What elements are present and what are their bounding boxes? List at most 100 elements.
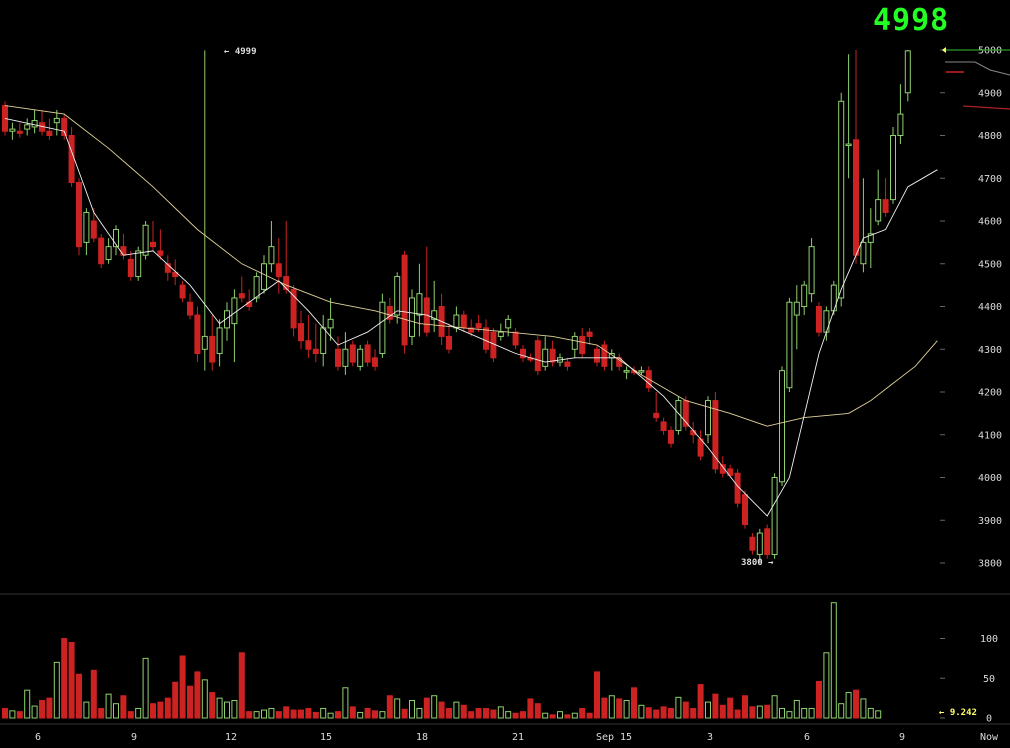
price-tick-label: 4200	[978, 388, 1002, 399]
candle-body	[9, 128, 16, 132]
candle-body	[838, 100, 845, 299]
volume-bar	[453, 701, 460, 719]
volume-bar	[875, 710, 882, 719]
volume-bar	[24, 689, 31, 719]
volume-bar	[483, 707, 489, 719]
candle-body	[764, 528, 771, 555]
candle-body	[61, 117, 68, 137]
candle-body	[305, 340, 312, 350]
volume-bar	[342, 687, 349, 719]
candle-body	[90, 220, 97, 239]
candle-body	[253, 276, 260, 299]
volume-bar	[860, 698, 867, 719]
volume-bar	[793, 700, 800, 719]
volume-bar	[631, 687, 637, 719]
volume-bar	[808, 707, 815, 719]
volume-bar	[409, 700, 415, 719]
volume-bar	[349, 706, 356, 719]
candle-body	[246, 301, 253, 308]
volume-bar	[261, 709, 267, 719]
volume-bar	[275, 711, 282, 719]
volume-bar	[231, 700, 238, 719]
candle-body	[298, 323, 304, 342]
volume-bar	[76, 673, 82, 719]
volume-bar	[320, 707, 327, 719]
volume-bar	[120, 695, 127, 719]
volume-bar	[9, 710, 16, 719]
candle-body	[135, 250, 142, 278]
volume-bar	[786, 711, 793, 719]
candle-body	[105, 246, 112, 260]
volume-bar	[416, 707, 423, 719]
annotations-layer: ← 4999 3800 → ← 9.242	[224, 47, 977, 718]
price-tick-label: 4100	[978, 430, 1002, 441]
candle-body	[113, 229, 119, 248]
volume-bar	[475, 707, 482, 719]
price-axis: 5000 4900 4800 4700 4600 4500 4400 4300 4200 4100…	[940, 46, 1010, 570]
candle-body	[31, 120, 38, 128]
volume-tick-label: 0	[986, 714, 992, 725]
candle-body	[342, 348, 349, 367]
candle-body	[705, 400, 711, 436]
candle-body	[401, 254, 408, 346]
candle-body	[460, 314, 467, 329]
candle-body	[816, 306, 822, 333]
volume-bar	[505, 711, 512, 719]
volume-bar	[431, 695, 438, 719]
volume-bar	[83, 701, 90, 719]
candle-body	[564, 361, 571, 367]
volume-bar	[364, 707, 371, 719]
time-tick-label: 9	[899, 732, 905, 743]
candle-body	[172, 271, 179, 278]
volume-bar	[845, 692, 852, 719]
volume-bar	[312, 711, 319, 719]
volume-bar	[542, 712, 549, 719]
last-price-display: 4998	[873, 3, 950, 38]
last-price-arrow-icon	[942, 47, 946, 53]
candle-body	[475, 323, 482, 329]
volume-bar	[268, 707, 275, 719]
candle-body	[127, 258, 134, 278]
volume-bar	[53, 661, 60, 719]
volume-bar	[867, 707, 874, 719]
volume-bar	[653, 709, 660, 719]
volume-bar	[705, 701, 711, 719]
volume-bar	[749, 706, 756, 719]
candle-body	[120, 246, 127, 256]
volume-bar	[468, 711, 475, 719]
candle-body	[453, 314, 460, 329]
volume-bar	[771, 695, 778, 719]
price-tick-label: 4800	[978, 131, 1002, 142]
volume-bar	[460, 704, 467, 719]
volume-bar	[379, 711, 386, 719]
volume-bar	[394, 698, 401, 719]
volume-bar	[727, 697, 734, 719]
candle-body	[801, 284, 808, 307]
price-tick-label: 4600	[978, 217, 1002, 228]
bid-line	[962, 105, 1010, 110]
price-tick-label: 4400	[978, 302, 1002, 313]
candle-body	[483, 327, 489, 350]
volume-bar	[46, 697, 53, 719]
volume-bar	[401, 708, 408, 719]
volume-bar	[164, 697, 171, 719]
time-tick-label: 6	[35, 732, 41, 743]
volume-bar	[645, 707, 652, 719]
volume-bar	[512, 712, 519, 719]
volume-bar	[830, 602, 837, 719]
volume-bar	[335, 711, 341, 719]
candle-body	[793, 301, 800, 316]
time-tick-label: Sep 15	[596, 732, 632, 743]
candle-body	[712, 400, 719, 470]
time-tick-label: 21	[512, 732, 524, 743]
candle-body	[727, 468, 734, 476]
candle-body	[601, 344, 608, 367]
time-tick-label: 18	[416, 732, 428, 743]
ma-slow-line	[4, 105, 938, 427]
candle-body	[542, 348, 549, 367]
candle-body	[586, 331, 593, 337]
candle-body	[409, 297, 415, 337]
candle-body	[179, 284, 186, 299]
